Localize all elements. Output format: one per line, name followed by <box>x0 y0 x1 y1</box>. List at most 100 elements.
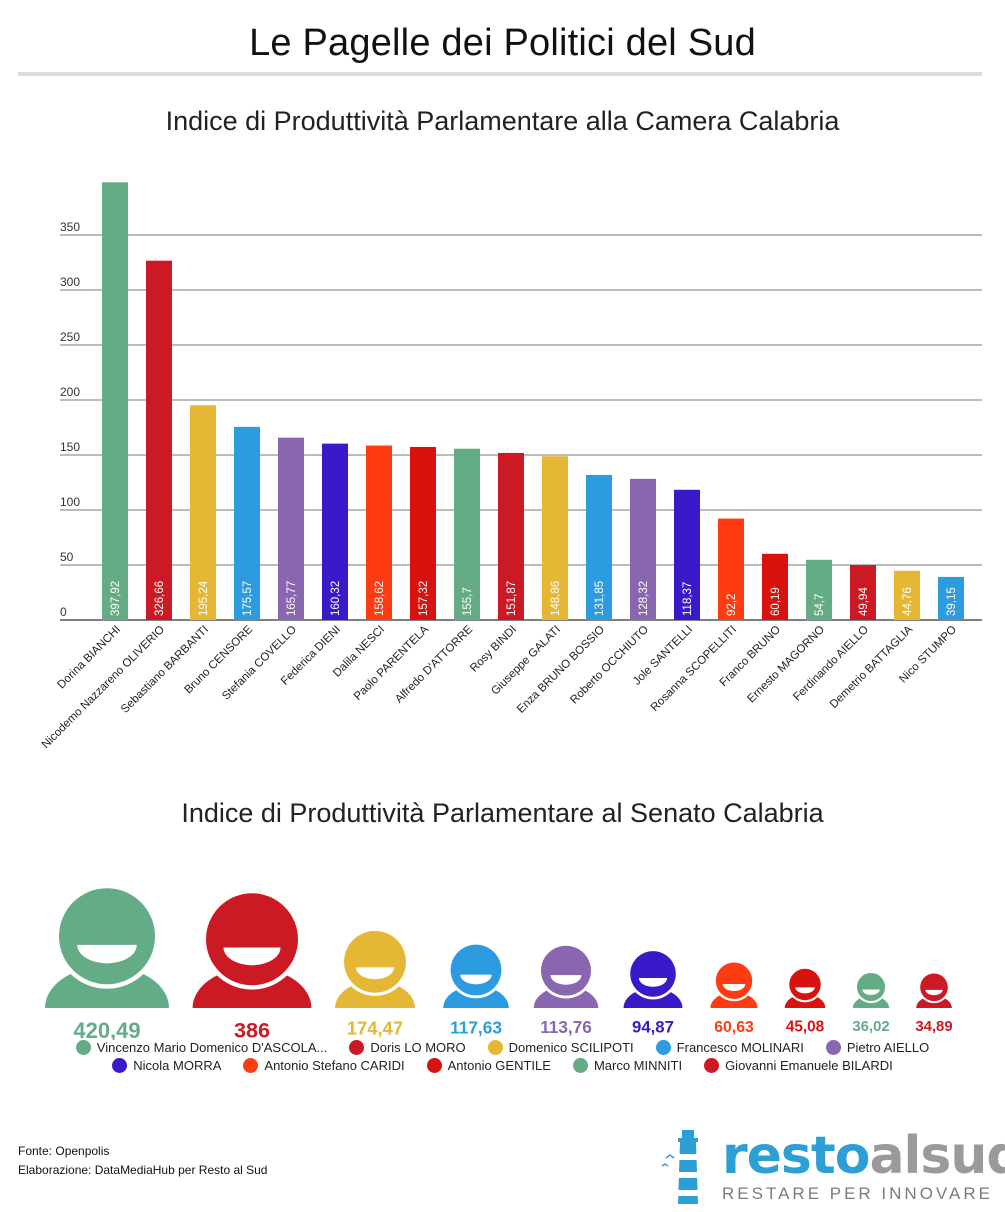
bar <box>498 452 524 620</box>
legend-item: Marco MINNITI <box>572 1058 683 1073</box>
logo-tagline: RESTARE PER INNOVARE <box>722 1184 993 1203</box>
x-category-label: Demetrio BATTAGLIA <box>828 623 915 710</box>
legend-swatch <box>349 1040 365 1055</box>
legend-label: Giovanni Emanuele BILARDI <box>725 1058 893 1073</box>
legend-item: Nicola MORRA <box>112 1058 221 1073</box>
person-smile <box>223 947 281 966</box>
legend-swatch <box>112 1058 128 1073</box>
pictogram-value-label: 386 <box>234 1018 270 1040</box>
pictogram-value-label: 36,02 <box>852 1018 889 1035</box>
bar-value-label: 118,37 <box>682 582 694 616</box>
bar-value-label: 158,62 <box>374 581 386 616</box>
legend-label: Antonio GENTILE <box>447 1058 551 1073</box>
senato-pictogram-chart: 420,49 386 174,47 117,63 113,76 94,87 60,63 45,… <box>45 883 953 1040</box>
bar <box>674 489 700 620</box>
bar-value-label: 44,76 <box>902 587 914 616</box>
y-tick-label: 250 <box>60 330 80 344</box>
legend-label: Francesco MOLINARI <box>676 1040 804 1055</box>
person-head <box>450 944 502 996</box>
lighthouse-icon <box>661 1130 698 1204</box>
camera-chart-title: Indice di Produttività Parlamentare alla… <box>165 106 840 136</box>
pictogram-value-label: 420,49 <box>73 1018 140 1040</box>
person-head <box>206 893 298 986</box>
person-head <box>920 973 948 1002</box>
bar-value-label: 131,85 <box>594 581 606 616</box>
legend-item: Pietro AIELLO <box>825 1040 929 1055</box>
y-tick-label: 100 <box>60 495 80 509</box>
pictogram-value-label: 113,76 <box>540 1017 592 1037</box>
y-tick-label: 0 <box>60 605 67 619</box>
y-tick-label: 300 <box>60 275 80 289</box>
legend-item: Vincenzo Mario Domenico D'ASCOLA... <box>75 1040 328 1055</box>
bar <box>718 518 744 620</box>
x-category-label: Alfredo D'ATTORRE <box>393 623 475 705</box>
person-head <box>59 888 155 985</box>
bar <box>366 445 392 620</box>
person-smile <box>925 989 943 996</box>
legend-swatch <box>655 1040 671 1055</box>
person-smile <box>638 978 668 987</box>
person-head <box>856 972 886 1002</box>
bar-value-label: 397,92 <box>110 581 122 616</box>
senato-chart-title: Indice di Produttività Parlamentare al S… <box>181 798 824 828</box>
bar-value-label: 157,32 <box>418 581 430 616</box>
bar-value-label: 128,32 <box>638 581 650 616</box>
bar <box>146 260 172 620</box>
legend-swatch <box>243 1058 259 1073</box>
footer-source: Fonte: Openpolis <box>18 1144 110 1158</box>
senator-pictogram <box>623 948 683 1008</box>
bar <box>278 437 304 620</box>
pictogram-value-label: 60,63 <box>714 1019 754 1036</box>
y-tick-label: 350 <box>60 220 80 234</box>
legend-item: Doris LO MORO <box>349 1040 466 1055</box>
legend-label: Vincenzo Mario Domenico D'ASCOLA... <box>96 1040 328 1055</box>
bar <box>410 446 436 620</box>
bar <box>762 553 788 620</box>
bar-value-label: 151,87 <box>506 581 518 616</box>
pictogram-value-label: 34,89 <box>915 1019 952 1035</box>
legend-label: Marco MINNITI <box>593 1058 683 1073</box>
x-category-label: Stefania COVELLO <box>220 624 299 703</box>
person-head <box>789 968 821 1001</box>
footer-credit: Elaborazione: DataMediaHub per Resto al … <box>18 1163 268 1177</box>
x-category-label: Rosanna SCOPELLITI <box>649 624 739 714</box>
legend-item: Giovanni Emanuele BILARDI <box>704 1058 893 1073</box>
person-smile <box>862 989 880 995</box>
person-smile <box>795 987 815 994</box>
x-category-label: Roberto OCCHIUTO <box>568 624 651 707</box>
bar <box>454 448 480 620</box>
person-head <box>541 945 591 996</box>
legend-item: Francesco MOLINARI <box>655 1040 804 1055</box>
senator-pictogram <box>710 960 758 1008</box>
pictogram-value-label: 94,87 <box>632 1018 674 1037</box>
bar <box>102 182 128 620</box>
bar <box>322 443 348 620</box>
bar-value-label: 49,94 <box>858 587 870 616</box>
bar <box>190 405 216 620</box>
y-tick-label: 200 <box>60 385 80 399</box>
legend-swatch <box>572 1058 588 1073</box>
bar-value-label: 165,77 <box>286 581 298 616</box>
legend-label: Antonio Stefano CARIDI <box>264 1058 405 1073</box>
bar-value-label: 92,2 <box>726 594 738 616</box>
senator-pictogram <box>45 883 169 1008</box>
bar-value-label: 155,7 <box>462 587 474 616</box>
legend-item: Antonio Stefano CARIDI <box>243 1058 405 1073</box>
y-tick-label: 150 <box>60 440 80 454</box>
title-divider <box>18 72 982 76</box>
person-head <box>715 962 753 999</box>
bar <box>806 559 832 620</box>
bar <box>234 426 260 620</box>
bar-value-label: 160,32 <box>330 581 342 616</box>
bar-value-label: 54,7 <box>814 594 826 616</box>
bar <box>894 570 920 620</box>
bar <box>542 456 568 620</box>
senator-pictogram <box>192 888 312 1008</box>
y-tick-label: 50 <box>60 550 74 564</box>
bar-value-label: 148,86 <box>550 581 562 616</box>
senator-pictogram <box>852 970 890 1008</box>
bar <box>938 576 964 620</box>
logo-wordmark: restoalsud <box>722 1126 1005 1186</box>
main-title: Le Pagelle dei Politici del Sud <box>249 22 756 64</box>
